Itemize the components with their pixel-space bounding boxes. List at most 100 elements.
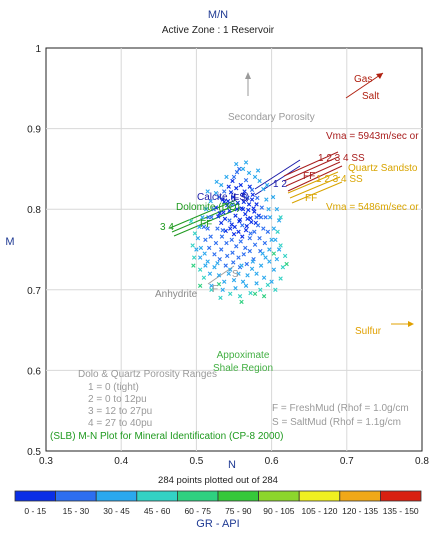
annotation-dolomite-ff: FF [200,219,212,230]
data-point [231,231,237,237]
data-point [280,265,286,270]
data-point [263,215,268,220]
data-point [215,261,220,266]
data-point [190,243,195,248]
data-point [237,294,243,299]
data-point [257,178,262,184]
data-point [203,237,208,243]
data-point [273,287,278,292]
data-point [239,263,244,268]
data-point [254,281,259,286]
data-point [216,214,221,219]
data-point [225,198,231,204]
data-point [267,247,272,252]
x-tick-label: 0.8 [415,456,429,467]
data-point [207,271,213,276]
annotation-secondary-porosity: Secondary Porosity [228,112,315,123]
data-point [234,161,239,167]
annotation-vma-5943: Vma = 5943m/sec or [326,131,419,142]
data-point [240,279,246,284]
data-point [226,271,231,276]
data-point [240,166,246,172]
y-tick-label: 0.5 [27,447,41,458]
y-tick-label: 0.6 [27,366,41,377]
chart-title: M/N [208,9,228,21]
data-point [201,275,207,280]
chart-subtitle: Active Zone : 1 Reservoir [162,25,275,36]
data-point [271,226,277,231]
reference-lines [169,72,414,327]
data-point [265,282,271,288]
data-point [231,260,236,265]
color-bar: 0 - 15 15 - 30 30 - 45 45 - 60 60 - 75 75 - 9… [14,490,422,516]
data-point [208,198,213,204]
plot-area [45,47,423,452]
data-point [219,220,224,226]
colorbar-swatch [14,490,56,502]
data-point [267,215,273,220]
data-point [243,283,249,288]
data-point [232,224,237,230]
data-point [267,259,272,264]
data-point [259,205,265,210]
data-point [209,283,214,288]
data-point [219,247,224,252]
data-point [248,215,253,221]
data-point [258,215,264,220]
data-point [278,243,283,248]
data-point [240,207,246,212]
data-point [205,189,210,194]
data-point [205,259,210,264]
sandstone-mid-line-c [291,181,343,204]
data-point [233,213,238,218]
data-point [241,199,246,205]
data-point [219,182,224,188]
y-tick-label: 0.7 [27,286,41,297]
data-point [192,231,198,236]
data-point [213,190,219,196]
colorbar-tick-label: 15 - 30 [63,506,90,516]
data-point [269,279,274,284]
annotation-anhydrite-f: F [212,284,218,295]
data-point [262,240,268,246]
sandstone-line-a [283,151,339,177]
data-point [263,255,268,260]
data-point [220,197,225,202]
data-point [220,227,225,233]
data-point [223,263,228,268]
annotation-anhydrite: Anhydrite [155,289,198,300]
data-point [191,263,196,268]
annotation-gas: Gas [354,74,372,85]
scatter-points [188,160,289,305]
data-point [200,215,205,220]
data-point [284,261,289,267]
data-point [269,237,274,243]
colorbar-tick-label: 90 - 105 [263,506,294,516]
data-point [246,170,252,176]
data-point [245,273,250,278]
data-point [254,202,259,207]
data-point [222,279,227,284]
sandstone-line-b [283,156,339,182]
data-point [191,255,197,260]
annotation-sandstone-upper-ff: FF [303,171,315,182]
data-point [219,234,225,239]
data-point [239,299,244,305]
sandstone-mid-line-b [289,176,341,199]
data-point [197,255,203,260]
data-point [245,195,250,201]
data-point [247,236,252,241]
annotation-sandstone-mid-ff: FF [305,193,317,204]
data-point [228,190,234,195]
data-point [236,255,241,260]
x-tick-label: 0.3 [39,456,53,467]
sandstone-line-c [285,161,341,187]
annotation-calcite: Calcite (LS) [197,192,249,203]
annotation-salt: Salt [362,91,379,102]
data-point [227,218,232,223]
annotation-shale-region-2: Shale Region [213,363,273,374]
annotation-shale-region-1: Appoximate [217,350,270,361]
data-point [234,186,239,191]
data-point [218,295,223,301]
sulfur-arrowhead [408,321,414,327]
